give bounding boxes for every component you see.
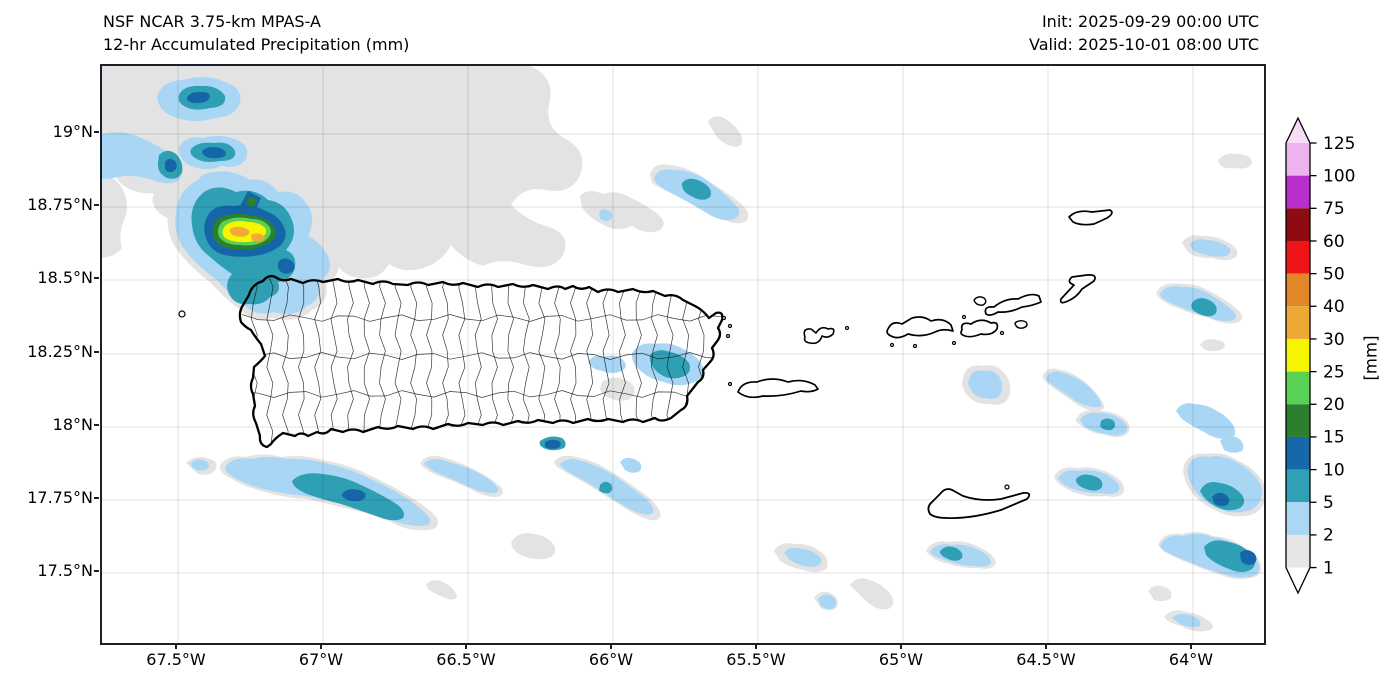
- init-time: Init: 2025-09-29 00:00 UTC: [1041, 12, 1259, 31]
- precipitation-map: [102, 66, 1264, 643]
- map-panel: [100, 64, 1266, 645]
- x-tick-mark: [320, 643, 322, 649]
- y-tick-mark: [94, 277, 99, 279]
- x-tick-mark: [1190, 643, 1192, 649]
- y-tick-label: 18°N: [52, 415, 93, 434]
- y-tick-mark: [94, 131, 99, 133]
- y-tick-label: 19°N: [52, 122, 93, 141]
- x-tick-label: 67.5°W: [146, 650, 206, 669]
- y-tick-label: 18.5°N: [37, 268, 93, 287]
- colorbar-tick-label: 30: [1323, 330, 1345, 350]
- x-tick-label: 65°W: [878, 650, 924, 669]
- y-tick-mark: [94, 204, 99, 206]
- colorbar-tick-label: 50: [1323, 264, 1345, 284]
- colorbar-tick-label: 40: [1323, 297, 1345, 317]
- x-tick-label: 67°W: [298, 650, 344, 669]
- x-tick-label: 64°W: [1168, 650, 1214, 669]
- x-tick-mark: [465, 643, 467, 649]
- x-tick-label: 66.5°W: [436, 650, 496, 669]
- x-tick-mark: [755, 643, 757, 649]
- colorbar: 125 100 75 60 50 40 30 25 20 15 10 5 2 1: [1285, 116, 1355, 595]
- colorbar-tick-label: 60: [1323, 232, 1345, 252]
- x-tick-label: 65.5°W: [726, 650, 786, 669]
- x-tick-label: 66°W: [588, 650, 634, 669]
- colorbar-tick-label: 1: [1323, 558, 1334, 578]
- y-tick-label: 18.25°N: [27, 342, 93, 361]
- y-tick-mark: [94, 570, 99, 572]
- colorbar-tick-label: 20: [1323, 395, 1345, 415]
- x-tick-mark: [1045, 643, 1047, 649]
- product-title: 12-hr Accumulated Precipitation (mm): [103, 35, 410, 54]
- y-tick-label: 18.75°N: [27, 195, 93, 214]
- colorbar-tick-label: 2: [1323, 526, 1334, 546]
- y-tick-label: 17.5°N: [37, 561, 93, 580]
- colorbar-tick-label: 75: [1323, 199, 1345, 219]
- colorbar-tick-label: 10: [1323, 460, 1345, 480]
- colorbar-tick-label: 100: [1323, 166, 1355, 186]
- x-tick-mark: [175, 643, 177, 649]
- colorbar-unit-label: [mm]: [1361, 335, 1381, 381]
- model-title: NSF NCAR 3.75-km MPAS-A: [103, 12, 321, 31]
- y-tick-mark: [94, 351, 99, 353]
- colorbar-tick-label: 15: [1323, 428, 1345, 448]
- y-tick-mark: [94, 424, 99, 426]
- y-tick-mark: [94, 497, 99, 499]
- colorbar-tick-label: 125: [1323, 134, 1355, 154]
- colorbar-tick-label: 25: [1323, 362, 1345, 382]
- y-tick-label: 17.75°N: [27, 488, 93, 507]
- x-tick-mark: [610, 643, 612, 649]
- valid-time: Valid: 2025-10-01 08:00 UTC: [1028, 35, 1259, 54]
- x-tick-mark: [900, 643, 902, 649]
- x-tick-label: 64.5°W: [1016, 650, 1076, 669]
- colorbar-tick-label: 5: [1323, 493, 1334, 513]
